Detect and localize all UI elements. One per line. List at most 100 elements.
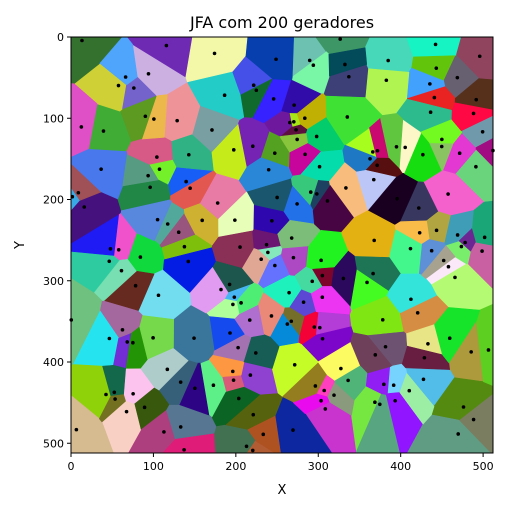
generator-point	[266, 250, 270, 255]
y-axis-label: Y	[13, 241, 28, 250]
voronoi-cell	[171, 134, 214, 171]
generator-point	[148, 185, 152, 190]
y-axis-ticks: 0 100 200 300 400 500	[43, 31, 71, 450]
generator-point	[347, 74, 351, 79]
generator-point	[455, 75, 460, 80]
voronoi-cell	[159, 213, 196, 248]
generator-point	[457, 151, 462, 156]
generator-point	[314, 134, 319, 139]
generator-point	[346, 378, 350, 383]
generator-point	[384, 78, 389, 83]
generator-point	[320, 336, 325, 341]
generator-point	[332, 393, 336, 397]
generator-point	[417, 230, 422, 235]
generator-point	[416, 206, 421, 210]
generator-point	[383, 344, 388, 349]
generator-point	[375, 148, 380, 153]
generator-point	[469, 350, 473, 354]
generator-point	[155, 155, 159, 159]
voronoi-cell	[306, 230, 349, 270]
generator-point	[239, 301, 243, 305]
generator-point	[74, 427, 79, 432]
generator-point	[394, 145, 399, 149]
generator-point	[315, 192, 319, 196]
generator-point	[319, 258, 323, 263]
y-tick-label: 500	[43, 437, 64, 450]
generator-point	[82, 205, 87, 209]
generator-point	[292, 103, 296, 107]
generator-point	[292, 120, 296, 124]
generator-point	[210, 128, 214, 132]
generator-point	[434, 66, 439, 70]
generator-point	[264, 242, 269, 247]
generator-point	[178, 425, 183, 429]
generator-point	[317, 164, 322, 169]
x-tick-label: 400	[390, 460, 411, 473]
generator-point	[395, 196, 399, 201]
voronoi-cell	[296, 93, 327, 130]
generator-point	[186, 259, 191, 264]
generator-point	[104, 392, 108, 397]
generator-point	[372, 238, 376, 243]
y-tick-label: 200	[43, 194, 64, 207]
generator-point	[238, 245, 242, 249]
voronoi-cell	[141, 94, 168, 140]
generator-point	[289, 319, 294, 324]
generator-point	[165, 222, 170, 226]
generator-point	[251, 83, 256, 88]
generator-point	[248, 373, 253, 377]
generator-point	[131, 391, 135, 396]
generator-point	[345, 115, 350, 119]
generator-point	[323, 407, 328, 411]
generator-point	[101, 129, 106, 133]
generator-point	[371, 150, 375, 154]
generator-point	[123, 75, 128, 79]
generator-point	[125, 340, 130, 344]
generator-point	[259, 257, 263, 262]
generator-point	[307, 58, 312, 63]
voronoi-cell	[102, 364, 126, 397]
generator-point	[227, 282, 232, 287]
voronoi-cell	[252, 78, 292, 124]
generator-point	[408, 246, 413, 251]
chart-title: JFA com 200 geradores	[189, 13, 374, 32]
generator-point	[295, 202, 299, 206]
x-axis-label: X	[278, 483, 287, 498]
generator-point	[439, 144, 444, 149]
generator-point	[421, 377, 426, 382]
generator-point	[422, 355, 427, 360]
voronoi-cell	[292, 393, 330, 415]
generator-point	[131, 340, 135, 345]
generator-point	[146, 71, 151, 76]
voronoi-cell	[399, 372, 435, 425]
generator-point	[455, 233, 460, 237]
generator-point	[99, 167, 103, 171]
generator-point	[291, 255, 296, 260]
generator-point	[192, 336, 196, 340]
generator-point	[250, 448, 255, 453]
generator-point	[480, 249, 484, 253]
voronoi-cell	[120, 199, 172, 242]
generator-point	[231, 378, 236, 382]
generator-point	[459, 244, 464, 249]
generator-point	[250, 144, 255, 149]
generator-point	[261, 432, 266, 437]
generator-point	[152, 117, 156, 121]
generator-point	[432, 95, 437, 100]
generator-point	[269, 314, 274, 318]
generator-point	[403, 145, 408, 150]
generator-point	[320, 273, 325, 278]
generator-point	[275, 195, 279, 200]
generator-point	[474, 164, 478, 169]
generator-point	[368, 157, 372, 161]
generator-point	[447, 336, 452, 341]
generator-point	[266, 167, 271, 172]
voronoi-cell	[349, 295, 404, 336]
voronoi-cell	[421, 245, 456, 280]
generator-point	[471, 111, 476, 116]
generator-point	[322, 388, 326, 393]
generator-point	[146, 173, 150, 178]
y-tick-label: 100	[43, 112, 64, 125]
voronoi-cell	[122, 154, 159, 187]
